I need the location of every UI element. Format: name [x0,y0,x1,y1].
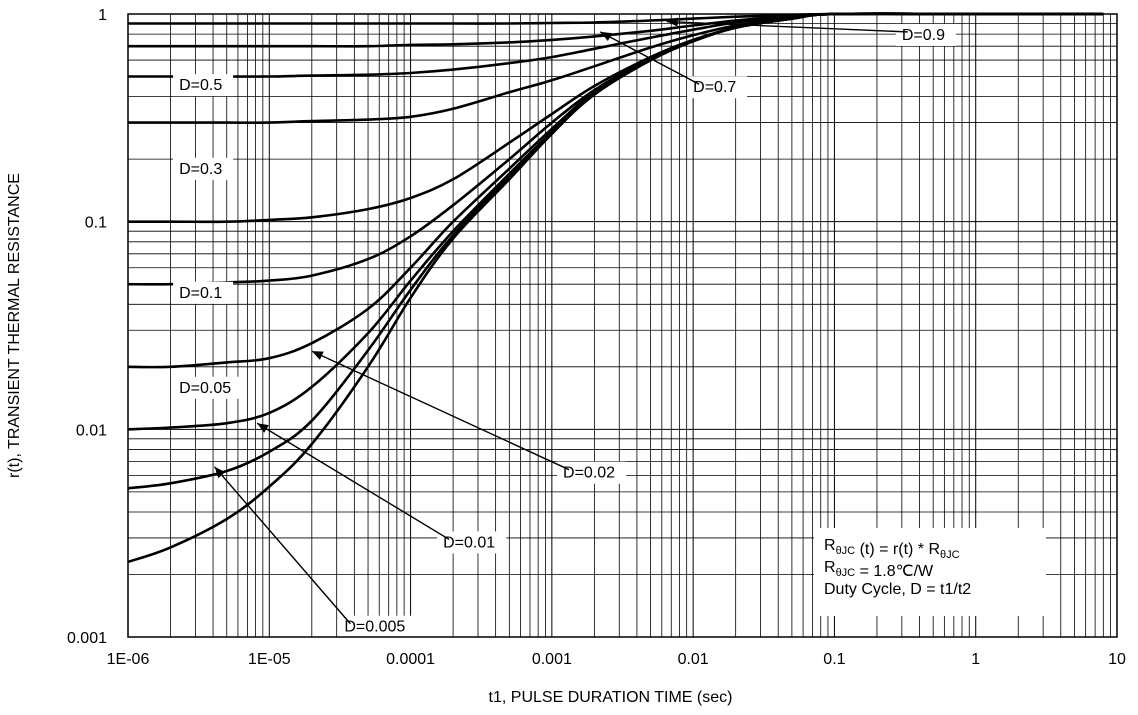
label-bg-d-0-9 [895,23,956,46]
arrow-head-d-0-02 [311,351,324,360]
arrow-line-d-0-005 [214,466,351,625]
x-tick-label: 1 [971,651,980,668]
label-d-0-05: D=0.05 [179,380,231,397]
plot-frame [127,13,1118,638]
x-tick-label: 0.1 [823,651,845,668]
label-bg-d-0-3 [173,157,234,180]
y-tick-labels: 0.001 0.01 0.1 1 [67,7,107,647]
x-tick-label: 10 [1108,651,1126,668]
label-d-0-005: D=0.005 [344,619,405,636]
label-bg-d-0-7 [687,76,748,99]
label-bg-d-0-02 [557,461,627,484]
label-d-0-02: D=0.02 [563,465,615,482]
x-tick-labels: 1E-06 1E-05 0.0001 0.001 0.01 0.1 1 10 [107,651,1126,668]
label-bg-d-0-05 [173,376,243,399]
arrow-head-d-0-005 [214,466,226,479]
x-tick-label: 0.0001 [386,651,435,668]
y-tick-label: 0.1 [85,215,107,232]
label-bg-d-0-5 [173,74,234,97]
label-d-0-5: D=0.5 [179,77,222,94]
label-d-0-1: D=0.1 [179,285,222,302]
arrow-line-d-0-01 [256,422,450,541]
y-tick-label: 1 [98,7,107,24]
x-axis-title: t1, PULSE DURATION TIME (sec) [489,689,733,706]
note-line-2: RθJC = 1.8℃/W [824,559,934,580]
arrow-head-d-0-9 [666,17,678,27]
arrow-line-d-0-7 [599,31,700,85]
x-tick-label: 0.01 [678,651,709,668]
x-tick-label: 0.001 [532,651,572,668]
arrow-head-d-0-01 [257,423,269,433]
arrow-line-d-0-02 [311,350,570,471]
note-line-1: RθJC (t) = r(t) * RθJC [824,537,960,561]
label-d-0-01: D=0.01 [443,534,495,551]
arrow-head-d-0-7 [600,31,613,42]
label-bg-d-0-005 [338,615,417,638]
note-line-3: Duty Cycle, D = t1/t2 [824,581,971,598]
note-bg [814,528,1046,616]
label-bg-d-0-01 [437,531,507,554]
y-tick-label: 0.001 [67,630,107,647]
x-tick-label: 1E-06 [107,651,150,668]
arrow-line-d-0-9 [666,20,908,33]
x-tick-label: 1E-05 [248,651,291,668]
label-d-0-7: D=0.7 [693,79,736,96]
y-tick-label: 0.01 [76,422,107,439]
label-bg-d-0-1 [173,281,234,304]
label-d-0-3: D=0.3 [179,161,222,178]
y-axis-title: r(t), TRANSIENT THERMAL RESISTANCE [6,173,23,478]
label-d-0-9: D=0.9 [902,27,945,44]
curve-labels: D=0.9 D=0.7 D=0.5 D=0.3 D=0.1 D=0.05 D=0.02 D=0… [173,17,956,638]
